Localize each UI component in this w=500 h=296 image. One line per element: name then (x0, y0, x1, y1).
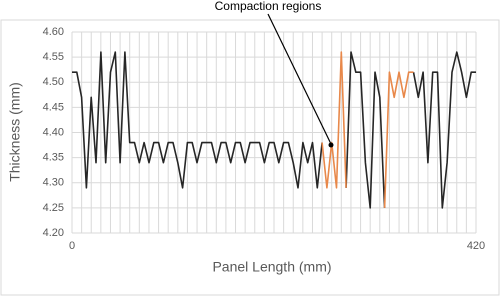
lines (72, 51, 476, 209)
y-tick-label: 4.35 (43, 152, 64, 164)
y-tick-label: 4.25 (43, 202, 64, 214)
annotation-dot (328, 142, 334, 148)
series-line (72, 51, 476, 209)
y-tick-label: 4.30 (43, 177, 64, 189)
x-tick-label: 0 (69, 240, 75, 252)
y-tick-label: 4.40 (43, 126, 64, 138)
y-tick-label: 4.45 (43, 101, 64, 113)
y-tick-label: 4.60 (43, 26, 64, 38)
chart-border (0, 19, 500, 296)
y-axis-title: Thickness (mm) (7, 82, 23, 182)
y-tick-label: 4.50 (43, 76, 64, 88)
x-axis-title: Panel Length (mm) (212, 259, 331, 275)
x-tick-label: 420 (467, 240, 485, 252)
grid: 4.20 4.25 4.30 4.35 4.40 4.45 4.50 4.55 4.60 0 420 (43, 26, 486, 252)
y-tick-label: 4.55 (43, 51, 64, 63)
y-tick-label: 4.20 (43, 227, 64, 239)
annotation: Compaction regions (215, 0, 322, 13)
annotation-arrow (267, 13, 332, 145)
series-line (321, 51, 414, 208)
